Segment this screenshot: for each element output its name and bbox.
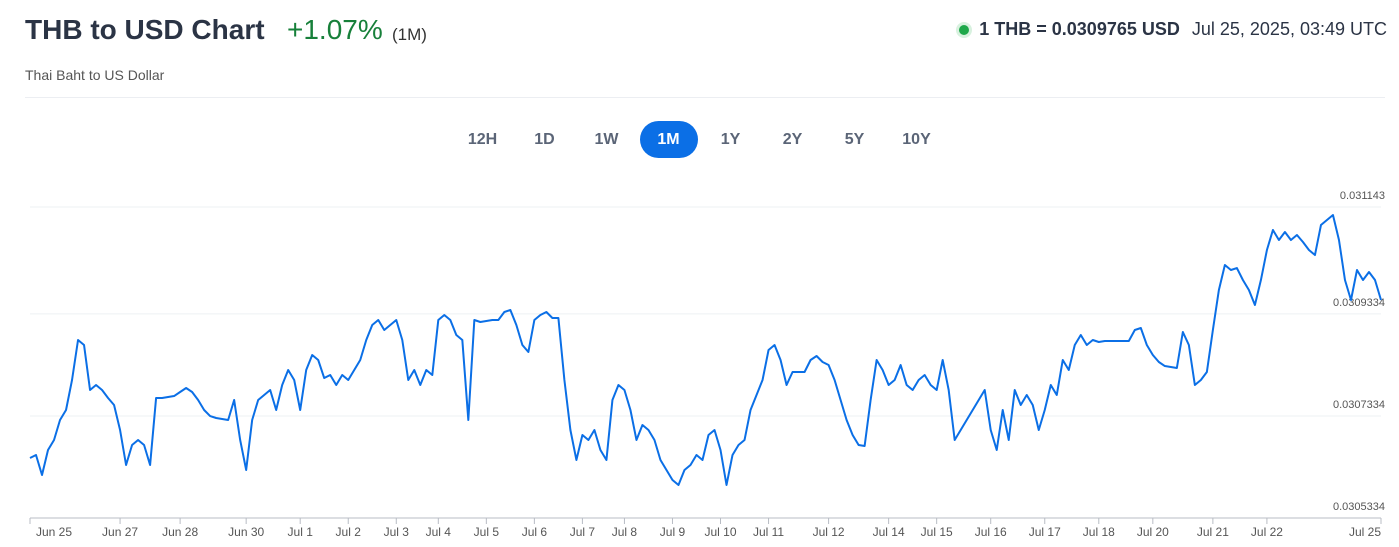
range-button[interactable]: 1D	[534, 131, 555, 148]
x-tick-label: Jul 1	[288, 525, 314, 539]
y-tick-label: 0.0307334	[1333, 399, 1385, 411]
x-tick-label: Jul 12	[813, 525, 845, 539]
x-tick-label: Jul 20	[1137, 525, 1169, 539]
rate-box: 1 THB = 0.0309765 USD Jul 25, 2025, 03:4…	[959, 19, 1387, 40]
range-button[interactable]: 5Y	[844, 131, 865, 148]
x-tick-label: Jul 8	[612, 525, 638, 539]
price-line	[29, 214, 1382, 486]
x-tick-label: Jul 5	[474, 525, 500, 539]
change-period: (1M)	[392, 25, 427, 44]
x-tick-label: Jul 14	[873, 525, 905, 539]
page-title: THB to USD Chart	[25, 14, 265, 45]
x-tick-label: Jul 22	[1251, 525, 1283, 539]
range-button[interactable]: 1W	[594, 131, 619, 148]
change-percent: +1.07%	[287, 14, 383, 45]
x-tick-label: Jun 25	[36, 525, 72, 539]
x-tick-label: Jul 4	[426, 525, 452, 539]
x-tick-label: Jul 25	[1349, 525, 1381, 539]
range-button[interactable]: 12H	[467, 131, 498, 148]
range-button[interactable]: 2Y	[782, 131, 803, 148]
x-tick-label: Jun 30	[228, 525, 264, 539]
live-dot	[959, 24, 970, 35]
y-tick-label: 0.031143	[1340, 190, 1385, 202]
x-tick-label: Jul 11	[753, 525, 784, 539]
x-tick-label: Jul 2	[336, 525, 362, 539]
x-tick-label: Jun 28	[162, 525, 198, 539]
x-tick-label: Jul 3	[384, 525, 410, 539]
x-tick-label: Jul 17	[1029, 525, 1061, 539]
x-tick-label: Jun 27	[102, 525, 138, 539]
y-tick-label: 0.0305334	[1333, 501, 1385, 513]
range-button[interactable]: 1Y	[720, 131, 741, 148]
range-button[interactable]: 1M	[639, 121, 698, 158]
x-tick-label: Jul 10	[704, 525, 736, 539]
timestamp: Jul 25, 2025, 03:49 UTC	[1191, 19, 1387, 39]
y-tick-label: 0.0309334	[1333, 297, 1385, 309]
range-button[interactable]: 10Y	[902, 131, 931, 148]
exchange-rate: 1 THB = 0.0309765 USD	[979, 19, 1180, 39]
x-tick-label: Jul 7	[570, 525, 596, 539]
x-tick-label: Jul 16	[975, 525, 1007, 539]
subtitle: Thai Baht to US Dollar	[25, 67, 165, 83]
x-tick-label: Jul 6	[522, 525, 548, 539]
divider	[25, 97, 1385, 98]
x-tick-label: Jul 15	[921, 525, 953, 539]
x-tick-label: Jul 9	[660, 525, 686, 539]
x-tick-label: Jul 18	[1083, 525, 1115, 539]
x-tick-label: Jul 21	[1197, 525, 1229, 539]
range-selector: 12H 1D 1W 1M 1Y 2Y 5Y 10Y	[0, 121, 1399, 158]
